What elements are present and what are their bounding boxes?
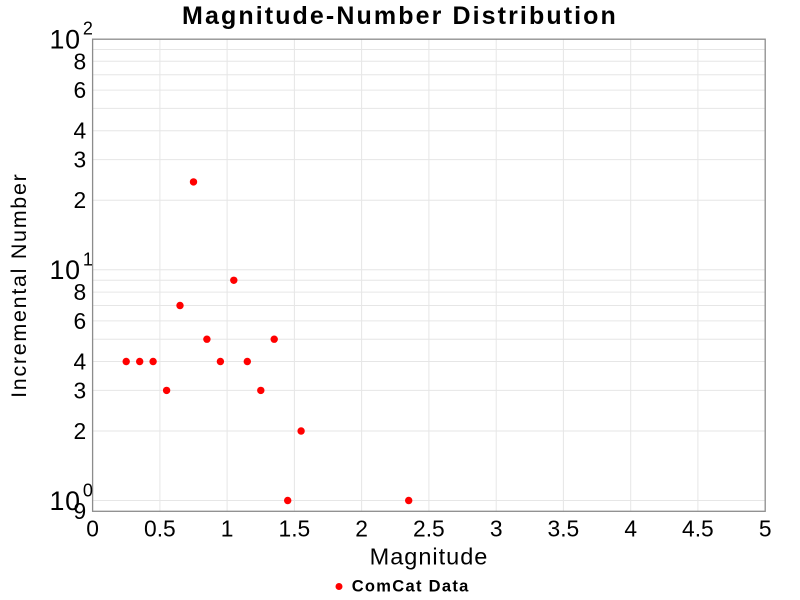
svg-text:2: 2 <box>74 418 87 444</box>
svg-text:4: 4 <box>74 118 87 144</box>
svg-text:Magnitude-Number Distribution: Magnitude-Number Distribution <box>182 2 618 30</box>
svg-text:3: 3 <box>74 377 87 403</box>
svg-text:1.5: 1.5 <box>279 516 311 542</box>
svg-text:0: 0 <box>86 516 99 542</box>
svg-text:8: 8 <box>74 48 87 74</box>
svg-text:4: 4 <box>74 349 87 375</box>
svg-text:4: 4 <box>624 516 637 542</box>
svg-text:6: 6 <box>74 77 87 103</box>
svg-text:Incremental Number: Incremental Number <box>7 173 31 398</box>
svg-text:4.5: 4.5 <box>682 516 714 542</box>
svg-text:ComCat Data: ComCat Data <box>352 577 470 595</box>
svg-text:3: 3 <box>74 147 87 173</box>
svg-text:3.5: 3.5 <box>548 516 580 542</box>
svg-text:Magnitude: Magnitude <box>370 544 489 570</box>
svg-text:10: 10 <box>49 24 80 54</box>
svg-text:2: 2 <box>355 516 368 542</box>
svg-text:3: 3 <box>490 516 503 542</box>
svg-text:9: 9 <box>74 498 87 524</box>
svg-text:2: 2 <box>74 187 87 213</box>
svg-text:6: 6 <box>74 308 87 334</box>
svg-text:10: 10 <box>49 255 80 285</box>
svg-text:2.5: 2.5 <box>413 516 445 542</box>
svg-text:10: 10 <box>49 486 80 516</box>
svg-text:8: 8 <box>74 279 87 305</box>
svg-text:0: 0 <box>83 480 93 500</box>
svg-text:2: 2 <box>83 19 93 39</box>
svg-text:5: 5 <box>759 516 772 542</box>
svg-text:1: 1 <box>83 250 93 270</box>
svg-text:0.5: 0.5 <box>144 516 176 542</box>
svg-text:1: 1 <box>221 516 234 542</box>
